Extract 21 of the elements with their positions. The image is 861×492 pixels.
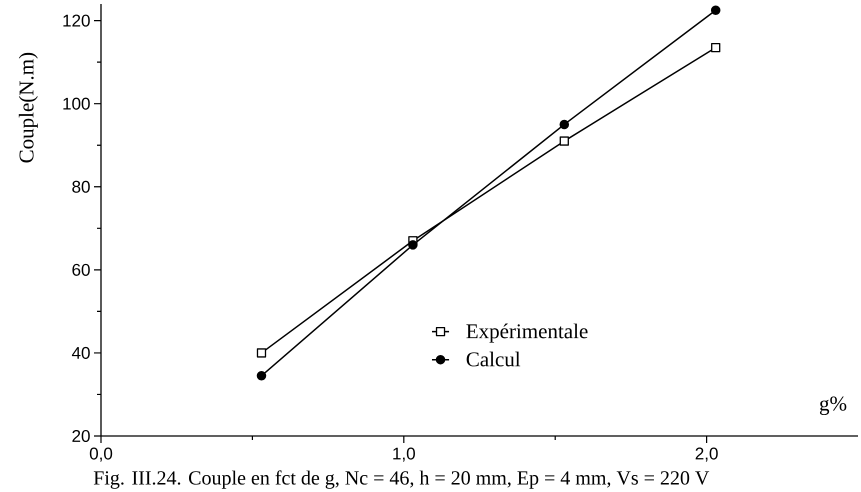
legend-label: Expérimentale bbox=[466, 324, 588, 343]
point bbox=[408, 240, 418, 250]
x-tick-label: 1,0 bbox=[393, 448, 415, 462]
point bbox=[256, 348, 266, 358]
point bbox=[560, 120, 570, 130]
y-tick-label: 40 bbox=[72, 346, 90, 359]
legend-label: Calcul bbox=[466, 352, 520, 366]
y-tick-label: 60 bbox=[72, 264, 90, 276]
y-tick-label: 20 bbox=[72, 430, 90, 442]
point bbox=[560, 136, 569, 146]
y-axis-title: Couple(N.m) bbox=[18, 52, 38, 163]
point bbox=[710, 5, 720, 15]
y-tick-label: 100 bbox=[63, 98, 90, 110]
x-tick-label: 2,0 bbox=[696, 448, 718, 462]
y-tick-label: 80 bbox=[72, 180, 90, 193]
point bbox=[711, 42, 720, 52]
y-tick-label: 120 bbox=[63, 14, 90, 27]
point bbox=[256, 371, 266, 381]
text: Fig. III.24. Couple en fct de g, Nc = 46, h = 20 mm, Ep = 4 mm, Vs = 220 V bbox=[94, 470, 710, 489]
x-tick-label: 0,0 bbox=[90, 448, 112, 462]
x-axis-title: g% bbox=[820, 396, 846, 416]
